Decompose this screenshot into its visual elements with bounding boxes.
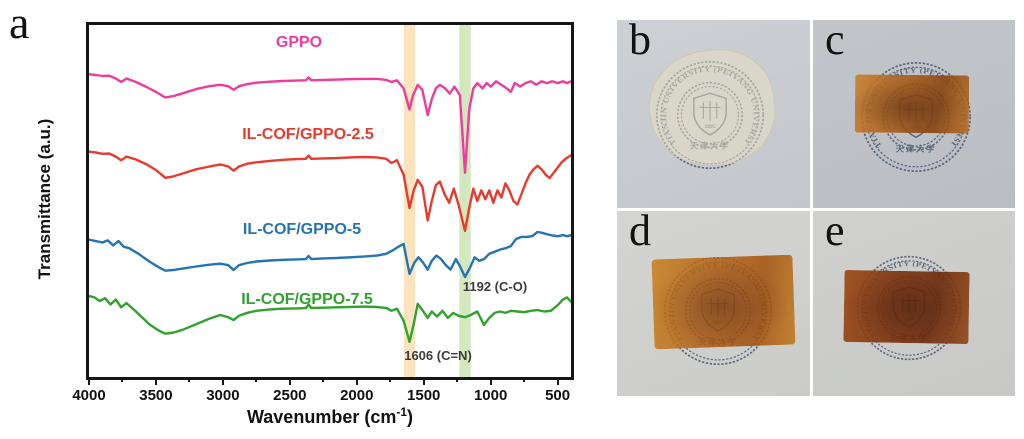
x-major-tick-4000 [88,377,90,385]
x-tick-label-2500: 2500 [273,387,307,404]
plot-area: GPPO IL-COF/GPPO-2.5 IL-COF/GPPO-5 IL-CO… [86,22,574,380]
membrane-film-amber [854,74,970,134]
spectrum-curve-IL-COF/GPPO-5 [89,230,571,279]
x-tick-label-1500: 1500 [407,387,441,404]
series-label-ilcof-7-5: IL-COF/GPPO-7.5 [241,291,373,308]
x-minor-tick-1750 [389,377,392,382]
series-label-gppo: GPPO [275,34,323,51]
seal-ring [860,61,972,173]
x-axis-title: Wavenumber (cm-1) [89,405,571,428]
panel-label-e: e [825,211,845,255]
spectrum-curve-GPPO [89,73,571,174]
y-axis-title: Transmittance (a.u.) [35,118,54,280]
x-major-tick-3500 [154,377,157,385]
panel-label-a: a [9,0,30,48]
x-axis-ticks: 4000 3500 3000 2500 2000 1500 1000 500 [72,377,571,423]
x-tick-label-3500: 3500 [139,387,173,404]
spectrum-curve-IL-COF/GPPO-7.5 [89,294,571,343]
annotation-1606-cn: 1606 (C=N) [404,348,472,363]
x-minor-tick-3250 [188,377,191,382]
series-label-ilcof-5: IL-COF/GPPO-5 [242,221,362,238]
highlight-band-1192 [459,25,471,377]
panel-label-d: d [629,211,651,255]
x-major-tick-500 [556,377,559,385]
panel-label-c: c [825,20,845,64]
annotation-1192-co: 1192 (C-O) [462,279,528,294]
seal-bottom-text: 天津大学 [896,143,937,153]
x-tick-label-1000: 1000 [473,387,508,404]
series-label-ilcof-2-5: IL-COF/GPPO-2.5 [242,126,374,143]
x-minor-tick-2250 [322,377,325,382]
spectra-canvas [89,25,571,377]
membrane-film-orange [651,254,796,350]
x-tick-label-500: 500 [545,387,571,404]
x-minor-tick-2750 [255,377,258,382]
x-tick-label-3000: 3000 [206,387,240,404]
panel-label-b: b [629,20,651,64]
x-axis-title-text: Wavenumber (cm [246,407,397,427]
x-minor-tick-3750 [121,377,124,382]
photo-panel-b: TIANJIN UNIVERSITY (PEIYANG UNIVERSITY)1… [617,20,810,208]
x-major-tick-1500 [422,377,425,385]
membrane-film-brown [843,269,970,345]
panel-a-spectra: a Transmittance (a.u.) GPPO IL-COF/GPPO-… [9,0,574,428]
spectrum-curve-IL-COF/GPPO-2.5 [89,150,571,233]
x-major-tick-1000 [489,377,492,385]
x-tick-label-4000: 4000 [72,387,106,404]
x-axis-title-superscript: -1 [396,405,408,419]
x-minor-tick-750 [523,377,526,382]
highlight-band-1606 [403,25,416,377]
x-major-tick-2000 [355,377,358,385]
x-major-tick-3000 [221,377,224,385]
x-axis-title-close: ) [407,407,414,427]
x-minor-tick-1250 [456,377,459,382]
photo-panel-e: TIANJIN UNIVERSITY (PEIYANG UNIVERSITY)1… [813,211,1015,396]
photo-panel-d: TIANJIN UNIVERSITY (PEIYANG UNIVERSITY)1… [617,211,810,396]
photo-panel-c: TIANJIN UNIVERSITY (PEIYANG UNIVERSITY)1… [813,20,1015,208]
x-tick-label-2000: 2000 [340,387,374,404]
x-major-tick-2500 [288,377,291,385]
